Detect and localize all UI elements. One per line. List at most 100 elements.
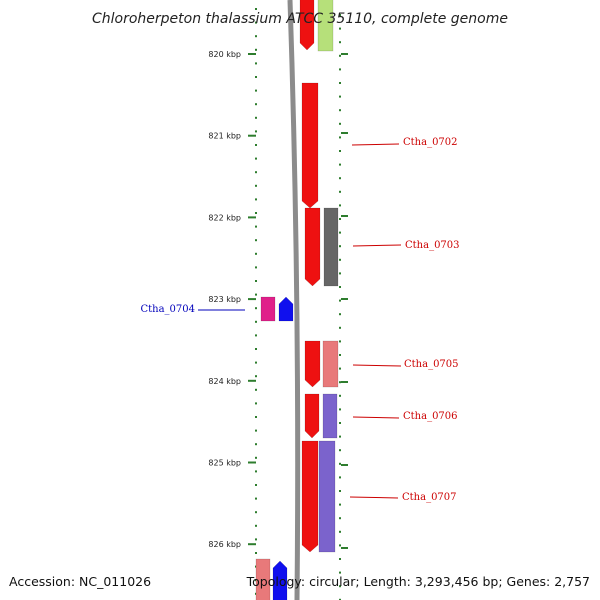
scale-tick-label: 822 kbp xyxy=(208,213,241,222)
grid-dot xyxy=(255,184,257,187)
cds-arrow xyxy=(304,393,320,439)
grid-dot xyxy=(255,388,257,391)
scale-track: 820 kbp 821 kbp 822 kbp 823 kbp 824 kbp 825 k… xyxy=(208,50,256,549)
grid-dot xyxy=(339,462,341,465)
grid-dot xyxy=(255,280,257,282)
grid-dot xyxy=(255,497,257,500)
gene-block xyxy=(322,393,338,439)
grid-dot xyxy=(255,157,257,160)
scale-tick-label: 820 kbp xyxy=(208,50,241,59)
grid-dot xyxy=(339,27,341,30)
grid-dot xyxy=(255,21,257,24)
page-title: Chloroherpeton thalassium ATCC 35110, co… xyxy=(92,11,508,27)
grid-dot xyxy=(255,538,257,541)
grid-dot xyxy=(255,212,257,214)
grid-dot xyxy=(255,416,257,418)
grid-dot xyxy=(339,408,341,411)
grid-dot xyxy=(255,48,257,51)
grid-dot xyxy=(255,116,257,119)
grid-dot xyxy=(339,558,341,560)
grid-dot xyxy=(255,252,257,255)
grid-dot xyxy=(339,394,341,397)
cds-arrow xyxy=(304,340,321,388)
grid-dot xyxy=(255,334,257,337)
gene-label-leader xyxy=(349,496,399,499)
gene-label: Ctha_0706 xyxy=(403,411,458,422)
scale-tick-label: 826 kbp xyxy=(208,540,241,549)
grid-dot xyxy=(339,381,341,384)
grid-dot xyxy=(255,293,257,296)
grid-dot xyxy=(339,449,341,452)
grid-dot xyxy=(339,68,341,71)
gene-block xyxy=(318,440,336,553)
grid-dot xyxy=(255,35,257,38)
grid-dot xyxy=(339,367,341,370)
cds-arrow xyxy=(301,440,319,553)
gene-label: Ctha_0707 xyxy=(402,492,457,503)
gene-block xyxy=(317,0,334,52)
grid-dot xyxy=(339,41,341,44)
cds-arrow xyxy=(304,207,321,287)
grid-dot xyxy=(255,361,257,364)
grid-dot xyxy=(255,443,257,446)
grid-dot xyxy=(255,511,257,514)
gene-labels: Ctha_0702 Ctha_0703 Ctha_0704 Ctha_0705 Ctha… xyxy=(140,137,459,503)
grid-dot xyxy=(255,307,257,310)
grid-dot xyxy=(339,490,341,492)
grid-dot xyxy=(255,103,257,106)
gene-label: Ctha_0705 xyxy=(404,359,459,370)
grid-dot xyxy=(339,109,341,112)
genome-backbone xyxy=(287,0,301,600)
grid-dot xyxy=(339,177,341,180)
grid-dot xyxy=(339,122,341,125)
gene-label: Ctha_0704 xyxy=(140,304,195,315)
grid-dot xyxy=(255,429,257,432)
gene-label-leader xyxy=(352,244,402,247)
feature-track xyxy=(255,0,339,600)
grid-dot xyxy=(339,286,341,288)
grid-dot xyxy=(339,14,341,16)
grid-dot xyxy=(255,320,257,323)
scale-tick-label: 824 kbp xyxy=(208,377,241,386)
grid-dot xyxy=(255,198,257,201)
cds-arrow xyxy=(301,82,319,209)
grid-dot xyxy=(339,313,341,316)
grid-dot xyxy=(339,571,341,574)
grid-dot xyxy=(255,402,257,405)
grid-dot xyxy=(339,82,341,84)
grid-dot xyxy=(339,517,341,520)
grid-dot xyxy=(339,190,341,193)
gene-block xyxy=(260,296,276,322)
grid-dot xyxy=(255,130,257,133)
grid-dot xyxy=(339,150,341,152)
grid-dot xyxy=(339,163,341,166)
accession-text: Accession: NC_011026 xyxy=(9,574,151,589)
genome-summary-text: Topology: circular; Length: 3,293,456 bp… xyxy=(246,574,590,589)
gene-label: Ctha_0702 xyxy=(403,137,458,148)
grid-dot xyxy=(339,435,341,438)
cds-arrow xyxy=(299,0,315,51)
scale-tick-label: 823 kbp xyxy=(208,295,241,304)
gene-label-leader xyxy=(352,416,400,419)
grid-dot xyxy=(339,598,341,600)
grid-dot xyxy=(339,231,341,234)
scale-tick-label: 825 kbp xyxy=(208,459,241,468)
grid-dot xyxy=(255,552,257,554)
grid-dot xyxy=(339,245,341,248)
gene-label-leader xyxy=(352,364,402,367)
grid-dot xyxy=(339,258,341,261)
grid-dot xyxy=(255,239,257,242)
grid-dot xyxy=(339,204,341,207)
grid-dot xyxy=(339,95,341,98)
grid-dot xyxy=(339,585,341,588)
grid-dot xyxy=(255,225,257,228)
grid-dot xyxy=(255,171,257,174)
grid-dot xyxy=(339,354,341,356)
grid-dot xyxy=(255,524,257,527)
scale-tick-label: 821 kbp xyxy=(208,132,241,141)
grid-dot xyxy=(339,272,341,275)
gene-label-leader xyxy=(351,143,400,146)
grid-dot xyxy=(339,544,341,547)
gene-block xyxy=(323,207,339,287)
